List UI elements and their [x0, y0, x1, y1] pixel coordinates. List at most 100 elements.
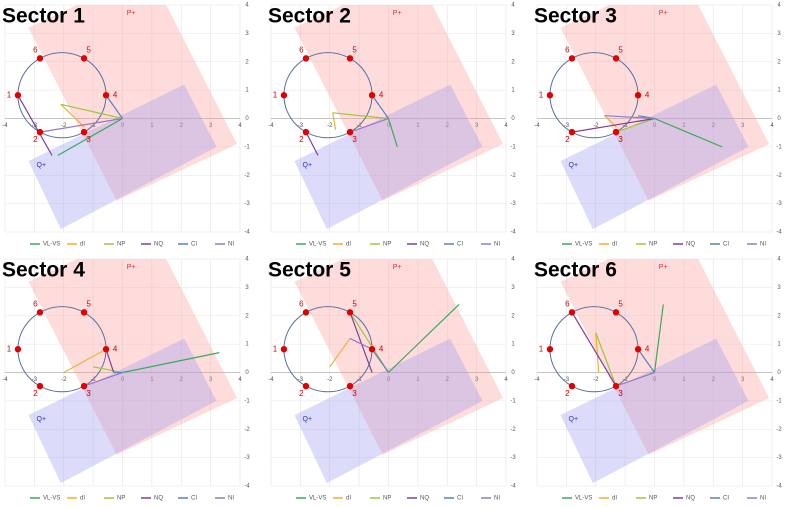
- x-tick-label: 3: [209, 377, 213, 383]
- x-tick-label: 2: [180, 377, 184, 383]
- regions: [560, 5, 770, 230]
- y-tick-label: 0: [245, 370, 249, 376]
- series-line: [332, 112, 337, 130]
- legend-label: NQ: [420, 242, 429, 248]
- y-tick-label: -4: [510, 484, 516, 490]
- y-tick-label: 3: [777, 285, 781, 291]
- y-tick-label: 4: [511, 257, 515, 263]
- x-tick-label: -3: [32, 123, 38, 129]
- y-tick-label: -4: [776, 230, 782, 236]
- legend-label: CI: [191, 496, 197, 502]
- region: [28, 259, 238, 455]
- y-tick-label: 3: [245, 31, 249, 37]
- series-line: [83, 371, 123, 387]
- series-line: [39, 117, 123, 133]
- region-label: P+: [659, 10, 668, 17]
- y-tick-label: -2: [510, 173, 516, 179]
- point: [612, 382, 620, 390]
- x-tick-label: -3: [564, 123, 570, 129]
- y-tick-label: -4: [244, 230, 250, 236]
- series-line: [604, 115, 655, 120]
- series-line: [371, 348, 389, 373]
- x-tick-label: -4: [2, 377, 8, 383]
- region: [294, 5, 504, 201]
- y-tick-label: 3: [777, 31, 781, 37]
- x-tick-label: -4: [268, 123, 274, 129]
- legend-label: dI: [612, 496, 617, 502]
- x-tick-label: -2: [327, 123, 333, 129]
- point-label: 3: [618, 389, 623, 398]
- y-tick-label: -1: [776, 144, 782, 150]
- legend-label: NI: [228, 496, 234, 502]
- series-line: [349, 337, 373, 350]
- panel: -4 -3 -2 -1 0 1 2 3 4 -4 -3 -2 -1 0 1 2 3 4 P+ Q+ 1 2 3 4 5 6 Sect…: [268, 257, 516, 502]
- point: [302, 55, 310, 62]
- x-tick-label: -2: [593, 123, 599, 129]
- legend-label: NQ: [686, 242, 695, 248]
- region-label: P+: [659, 264, 668, 271]
- panel: -4 -3 -2 -1 0 1 2 3 4 -4 -3 -2 -1 0 1 2 3 4 P+ Q+ 1 2 3 4 5 6 Sect…: [534, 3, 782, 248]
- y-tick-label: -1: [510, 144, 516, 150]
- legend-label: NQ: [154, 496, 163, 502]
- legend-label: CI: [457, 496, 463, 502]
- y-tick-label: 2: [245, 313, 249, 319]
- y-tick-label: -3: [244, 201, 250, 207]
- point-label: 3: [618, 135, 623, 144]
- region: [28, 338, 217, 484]
- y-tick-label: -2: [244, 173, 250, 179]
- x-tick-label: 0: [121, 123, 125, 129]
- region-label: P+: [393, 10, 402, 17]
- legend-label: NI: [494, 496, 500, 502]
- point-label: 1: [539, 90, 544, 99]
- point: [546, 92, 554, 99]
- series-line: [387, 118, 398, 148]
- point-label: 5: [86, 300, 91, 309]
- region-label: Q+: [569, 416, 579, 423]
- x-tick-label: 1: [150, 377, 154, 383]
- x-tick-label: 1: [150, 123, 154, 129]
- series-line: [60, 103, 123, 120]
- regions: [28, 259, 238, 484]
- panel: -4 -3 -2 -1 0 1 2 3 4 -4 -3 -2 -1 0 1 2 3 4 P+ Q+ 1 2 3 4 5 6 Sect…: [2, 3, 250, 248]
- series-line: [571, 117, 655, 133]
- y-tick-label: -2: [244, 427, 250, 433]
- point-label: 2: [299, 389, 304, 398]
- point-label: 3: [86, 135, 91, 144]
- region-label: P+: [127, 264, 136, 271]
- point-label: 5: [618, 300, 623, 309]
- point-label: 6: [299, 300, 304, 309]
- x-tick-label: -4: [534, 123, 540, 129]
- y-tick-label: 0: [245, 116, 249, 122]
- region: [294, 338, 483, 484]
- region-label: Q+: [37, 162, 47, 169]
- series-line: [305, 131, 319, 156]
- y-tick-label: 4: [777, 3, 781, 9]
- y-tick-label: -1: [244, 398, 250, 404]
- y-tick-label: 2: [777, 313, 781, 319]
- point-label: 5: [618, 46, 623, 55]
- point: [612, 128, 620, 136]
- point: [302, 309, 310, 316]
- region: [28, 5, 238, 201]
- y-tick-label: 3: [245, 285, 249, 291]
- y-tick-label: -4: [510, 230, 516, 236]
- x-tick-label: 0: [121, 377, 125, 383]
- point: [36, 382, 44, 390]
- y-tick-label: 1: [511, 88, 515, 94]
- series-line: [93, 366, 123, 374]
- chart-title: Sector 6: [534, 259, 617, 282]
- x-tick-label: 0: [387, 123, 391, 129]
- legend-label: CI: [723, 496, 729, 502]
- point-label: 4: [645, 344, 650, 353]
- y-tick-label: -3: [510, 201, 516, 207]
- y-tick-label: -3: [244, 455, 250, 461]
- x-tick-label: -3: [298, 377, 304, 383]
- point-label: 2: [33, 135, 38, 144]
- panel: -4 -3 -2 -1 0 1 2 3 4 -4 -3 -2 -1 0 1 2 3 4 P+ Q+ 1 2 3 4 5 6 Sect…: [268, 3, 516, 248]
- point-label: 6: [299, 46, 304, 55]
- point-label: 1: [7, 90, 12, 99]
- x-tick-label: 1: [682, 377, 686, 383]
- x-tick-label: -4: [268, 377, 274, 383]
- point: [568, 55, 576, 62]
- y-tick-label: 2: [511, 313, 515, 319]
